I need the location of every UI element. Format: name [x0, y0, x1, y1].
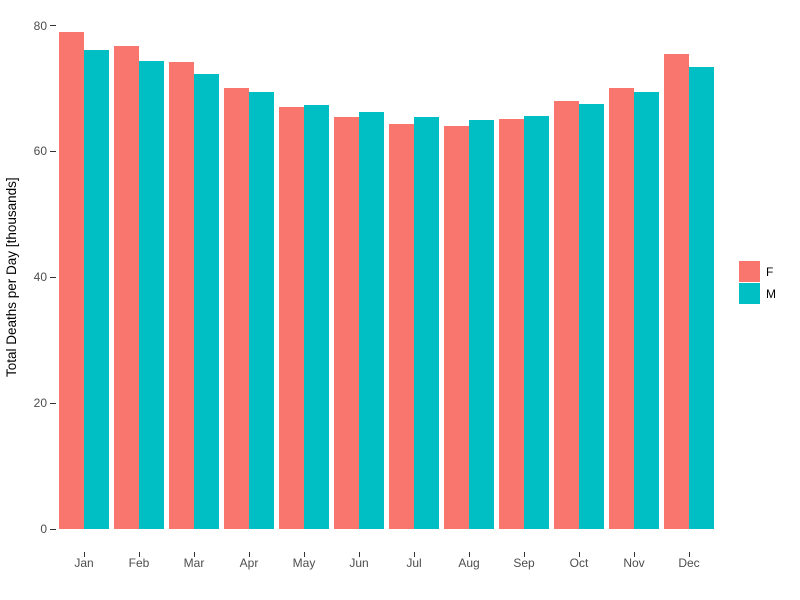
bar-M-Jun [359, 112, 384, 529]
x-tick-label-aug: Aug [458, 556, 480, 570]
y-tick-label: 60 [33, 144, 47, 159]
bar-F-May [279, 106, 304, 529]
legend-key-m [739, 283, 760, 304]
y-tick-label: 40 [33, 270, 47, 285]
x-tick-label-jun: Jun [349, 556, 369, 570]
x-tick-mark [688, 552, 690, 557]
y-tick-mark [50, 150, 56, 152]
x-tick-mark [193, 552, 195, 557]
bar-F-Apr [224, 88, 249, 529]
legend-item-f: F [739, 261, 776, 282]
bar-M-Aug [469, 119, 494, 529]
bar-M-Dec [689, 67, 714, 529]
x-tick-label-jan: Jan [74, 556, 94, 570]
y-tick-mark [50, 402, 56, 404]
x-tick-mark [413, 552, 415, 557]
x-tick-mark [303, 552, 305, 557]
legend-key-f [739, 261, 760, 282]
bar-M-Oct [579, 104, 604, 529]
bar-M-Sep [524, 115, 549, 529]
x-tick-label-dec: Dec [678, 556, 700, 570]
x-tick-label-mar: Mar [183, 556, 205, 570]
bar-F-Jun [334, 117, 359, 529]
bar-F-Jul [389, 123, 414, 529]
y-tick-label: 20 [33, 396, 47, 411]
legend-item-m: M [739, 283, 776, 304]
x-tick-mark [578, 552, 580, 557]
bar-F-Sep [499, 118, 524, 529]
y-tick-mark [50, 25, 56, 26]
x-tick-label-apr: Apr [239, 556, 259, 570]
bar-M-May [304, 104, 329, 529]
bar-M-Jul [414, 117, 439, 529]
bar-M-Mar [194, 73, 219, 529]
x-tick-mark [83, 552, 85, 557]
y-tick-mark [50, 276, 56, 278]
y-tick-mark [50, 528, 56, 530]
bar-F-Oct [554, 101, 579, 529]
legend-label-f: F [766, 264, 774, 279]
bar-F-Jan [59, 32, 84, 529]
y-tick-label: 0 [40, 522, 47, 536]
x-tick-label-may: May [292, 556, 316, 570]
x-tick-mark [468, 552, 470, 557]
bar-F-Feb [114, 46, 139, 529]
x-tick-mark [248, 552, 250, 557]
bar-M-Apr [249, 92, 274, 529]
x-tick-label-oct: Oct [569, 556, 589, 570]
bar-M-Feb [139, 60, 164, 529]
bar-M-Jan [84, 50, 109, 529]
x-tick-label-feb: Feb [128, 556, 150, 570]
x-tick-label-nov: Nov [623, 556, 645, 570]
x-tick-mark [138, 552, 140, 557]
bar-M-Nov [634, 91, 659, 529]
x-tick-label-jul: Jul [406, 556, 422, 570]
bar-F-Nov [609, 88, 634, 529]
x-tick-mark [358, 552, 360, 557]
x-tick-label-sep: Sep [513, 556, 535, 570]
legend-label-m: M [766, 286, 776, 301]
x-tick-mark [523, 552, 525, 557]
y-tick-label: 80 [33, 18, 47, 33]
x-tick-mark [633, 552, 635, 557]
bar-F-Aug [444, 126, 469, 529]
bar-F-Dec [664, 54, 689, 529]
bar-F-Mar [169, 62, 194, 529]
